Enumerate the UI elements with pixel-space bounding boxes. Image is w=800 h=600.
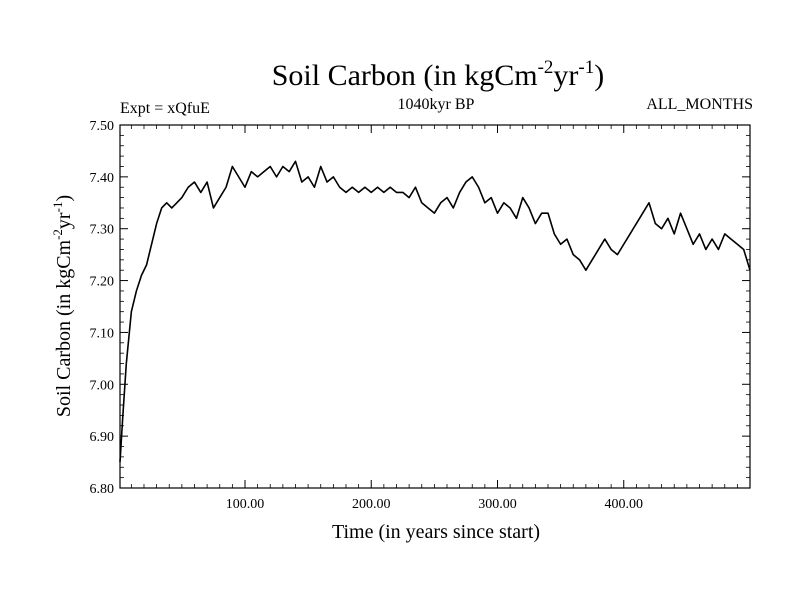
y-axis-label-main: Soil Carbon (in kgCm [53,239,75,417]
x-tick-label: 200.00 [352,497,391,512]
y-tick-label: 6.90 [90,430,115,445]
chart-title-main: Soil Carbon (in kgCm [272,59,538,92]
plot-frame [119,124,751,489]
y-axis-label-sup2: -1 [50,202,65,213]
subtitle-months: ALL_MONTHS [646,96,753,113]
y-tick-label: 7.30 [90,223,115,238]
series-line-soil-carbon [119,160,751,463]
x-axis-ticks: 100.00 200.00 300.00 400.00 [226,125,643,512]
chart-title-sup1: -2 [538,57,554,78]
y-axis-label-end: ) [53,195,75,202]
y-tick-label: 7.20 [90,275,115,290]
y-axis-label-sup1: -2 [50,229,65,240]
x-axis-label: Time (in years since start) [332,521,540,543]
subtitle-period: 1040kyr BP [398,96,475,113]
y-tick-label: 7.50 [90,119,115,134]
y-tick-label: 7.10 [90,326,115,341]
y-axis-label: Soil Carbon (in kgCm-2yr-1) [50,195,75,417]
y-axis-label-mid: yr [53,212,75,229]
chart-title: Soil Carbon (in kgCm-2yr-1) [272,57,605,92]
chart-title-end: ) [594,59,604,92]
y-tick-label: 7.40 [90,171,115,186]
chart-title-sup2: -1 [578,57,594,78]
subtitle-experiment: Expt = xQfuE [120,100,210,117]
x-tick-label: 300.00 [478,497,517,512]
y-tick-label: 6.80 [90,482,115,497]
y-axis-ticks: 6.80 6.90 7.00 7.10 7.20 7.30 7.40 7.50 [90,119,750,497]
y-tick-label: 7.00 [90,378,115,393]
x-tick-label: 400.00 [604,497,643,512]
minor-ticks [120,125,750,488]
x-tick-label: 100.00 [226,497,265,512]
chart-title-mid: yr [553,59,578,92]
